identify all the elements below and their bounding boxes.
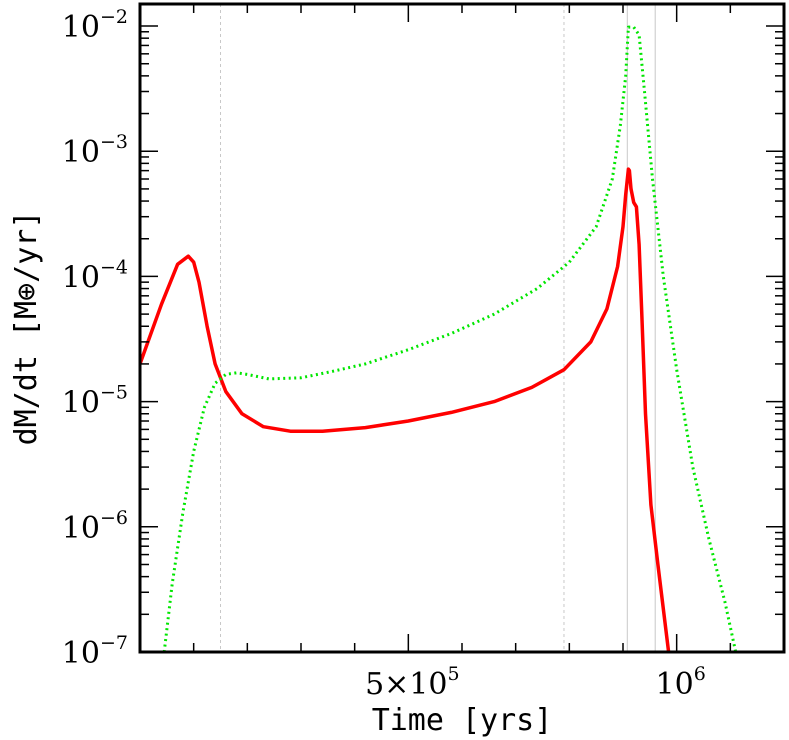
y-tick-exponent: −3: [100, 131, 128, 153]
y-tick-base: 10: [62, 386, 100, 421]
tick-labels: 10−710−610−510−410−310−25×105 106: [62, 6, 706, 702]
y-tick-label: 10−7: [62, 632, 128, 671]
y-tick-base: 10: [62, 260, 100, 295]
y-tick-base: 10: [62, 636, 100, 671]
series-line-1: [162, 25, 738, 652]
series-layer: [140, 25, 738, 652]
y-tick-base: 10: [62, 135, 100, 170]
y-tick-exponent: −4: [100, 256, 128, 278]
x-axis-label: Time [yrs]: [372, 703, 553, 738]
y-tick-base: 10: [62, 511, 100, 546]
y-tick-label: 10−5: [62, 382, 128, 421]
x-tick-exponent: 5: [447, 663, 459, 685]
series-line-0: [140, 167, 671, 652]
y-tick-label: 10−3: [62, 131, 128, 170]
x-tick-label: 5×105: [365, 663, 460, 702]
x-tick-base: 10: [656, 667, 694, 702]
y-axis-label: dM/dt [M⊕/yr]: [9, 211, 44, 446]
y-tick-exponent: −6: [100, 507, 128, 529]
vertical-reference-lines: [220, 4, 656, 652]
x-tick-label: 106: [656, 663, 706, 702]
y-tick-label: 10−4: [62, 256, 128, 295]
y-tick-exponent: −7: [100, 632, 128, 654]
x-tick-base: 5×10: [365, 667, 447, 702]
axis-ticks: [140, 4, 784, 653]
y-tick-exponent: −5: [100, 382, 128, 404]
y-tick-label: 10−6: [62, 507, 128, 546]
x-tick-exponent: 6: [694, 663, 706, 685]
y-tick-exponent: −2: [100, 6, 128, 28]
plot-frame: [138, 2, 786, 654]
y-tick-base: 10: [62, 10, 100, 45]
y-tick-label: 10−2: [62, 6, 128, 45]
